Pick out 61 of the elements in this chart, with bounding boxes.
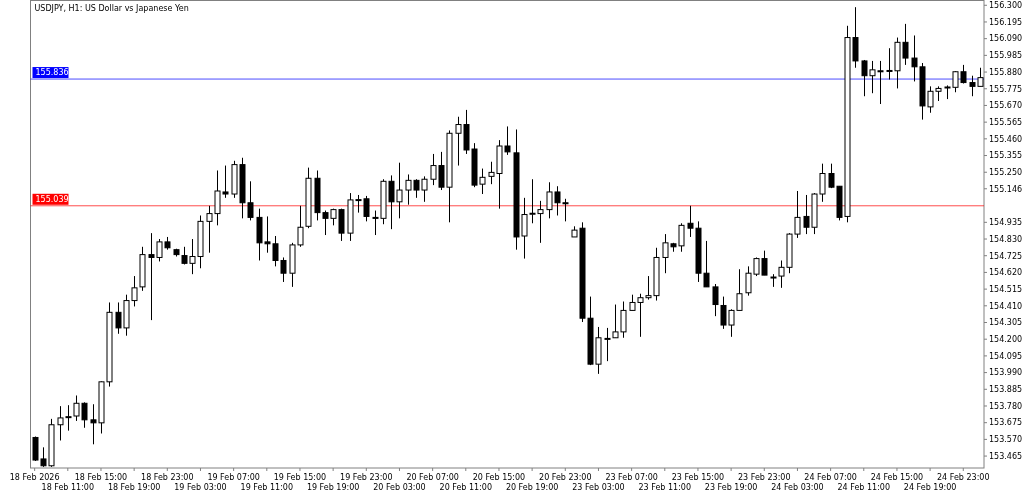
y-tick-label: 156.300: [989, 1, 1023, 11]
chart-title: USDJPY, H1: US Dollar vs Japanese Yen: [34, 4, 189, 13]
ref-line-label: 155.039: [35, 195, 69, 205]
x-tick-label: 18 Feb 19:00: [107, 483, 161, 492]
y-tick-label: 155.880: [989, 67, 1023, 77]
x-tick-label: 18 Feb 23:00: [141, 473, 194, 482]
y-tick-label: 154.830: [989, 234, 1023, 244]
y-tick-label: 153.675: [989, 418, 1023, 428]
x-tick-label: 18 Feb 11:00: [41, 483, 95, 492]
x-tick-label: 18 Feb 2026: [9, 473, 60, 482]
y-tick-label: 153.780: [989, 401, 1023, 411]
x-tick-label: 23 Feb 23:00: [738, 473, 791, 482]
candlestick: [712, 283, 719, 317]
x-tick-label: 24 Feb 23:00: [937, 473, 990, 482]
x-tick-label: 18 Feb 15:00: [74, 473, 128, 482]
ref-line-label: 155.836: [35, 68, 69, 78]
y-tick-label: 155.985: [989, 51, 1023, 61]
y-tick-label: 154.620: [989, 268, 1023, 278]
y-tick-label: 154.515: [989, 284, 1023, 294]
x-tick-label: 23 Feb 15:00: [671, 473, 725, 482]
x-tick-label: 23 Feb 19:00: [704, 483, 758, 492]
y-tick-label: 155.250: [989, 168, 1023, 178]
x-tick-label: 19 Feb 15:00: [273, 473, 327, 482]
x-tick-label: 23 Feb 11:00: [638, 483, 692, 492]
y-tick-label: 154.935: [989, 218, 1023, 228]
x-tick-label: 20 Feb 11:00: [439, 483, 493, 492]
y-tick-label: 155.670: [989, 101, 1023, 111]
x-tick-label: 20 Feb 19:00: [505, 483, 559, 492]
y-tick-label: 155.565: [989, 117, 1023, 127]
x-tick-label: 23 Feb 03:00: [572, 483, 625, 492]
y-tick-label: 154.200: [989, 335, 1023, 344]
y-tick-label: 153.990: [989, 368, 1023, 378]
x-tick-label: 19 Feb 03:00: [174, 483, 227, 492]
y-tick-label: 155.146: [989, 184, 1023, 194]
y-tick-label: 153.570: [989, 435, 1023, 445]
y-tick-label: 155.460: [989, 134, 1023, 144]
x-tick-label: 24 Feb 07:00: [804, 473, 857, 482]
y-tick-label: 156.090: [989, 34, 1023, 44]
x-tick-label: 20 Feb 07:00: [406, 473, 459, 482]
x-tick-label: 24 Feb 15:00: [870, 473, 924, 482]
y-tick-label: 154.725: [989, 251, 1023, 261]
y-tick-label: 155.775: [989, 84, 1023, 94]
x-tick-label: 23 Feb 07:00: [605, 473, 658, 482]
x-tick-label: 24 Feb 11:00: [837, 483, 891, 492]
x-tick-label: 24 Feb 03:00: [771, 483, 824, 492]
x-tick-label: 24 Feb 19:00: [903, 483, 957, 492]
x-tick-label: 20 Feb 15:00: [472, 473, 526, 482]
x-tick-label: 20 Feb 03:00: [373, 483, 426, 492]
x-tick-label: 20 Feb 23:00: [539, 473, 592, 482]
y-tick-label: 154.410: [989, 301, 1023, 311]
y-tick-label: 156.195: [989, 17, 1023, 27]
y-tick-label: 154.305: [989, 318, 1023, 328]
y-tick-label: 154.095: [989, 351, 1023, 361]
y-tick-label: 155.355: [989, 151, 1023, 161]
y-tick-label: 153.885: [989, 385, 1023, 395]
x-tick-label: 19 Feb 11:00: [240, 483, 294, 492]
y-tick-label: 153.465: [989, 451, 1023, 461]
x-tick-label: 19 Feb 07:00: [207, 473, 260, 482]
x-tick-label: 19 Feb 23:00: [340, 473, 393, 482]
candlestick: [604, 327, 611, 362]
x-tick-label: 19 Feb 19:00: [306, 483, 360, 492]
